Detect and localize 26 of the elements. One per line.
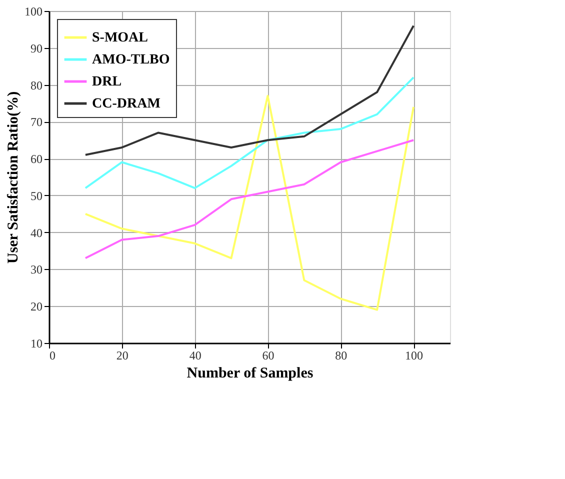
- y-tick-label: 80: [30, 78, 42, 92]
- x-tick-label: 100: [405, 348, 424, 362]
- x-tick-label: 60: [262, 348, 274, 362]
- x-tick-label: 20: [116, 348, 128, 362]
- y-tick-label: 60: [30, 152, 42, 166]
- y-axis-title: User Satisfaction Ratio(%): [6, 91, 22, 264]
- legend-label: CC-DRAM: [92, 96, 160, 112]
- x-tick-label: 0: [50, 348, 56, 362]
- legend-label: S-MOAL: [92, 30, 148, 46]
- y-tick-label: 70: [30, 115, 42, 130]
- y-tick-label: 50: [30, 188, 42, 203]
- y-tick-label: 10: [30, 336, 42, 350]
- x-tick-label: 80: [335, 348, 348, 362]
- y-tick-label: 30: [30, 262, 42, 277]
- y-tick-label: 40: [30, 226, 42, 240]
- y-tick-label: 20: [30, 300, 42, 314]
- line-series: [84, 139, 415, 260]
- x-tick-label: 40: [189, 348, 202, 362]
- line-series: [84, 24, 415, 156]
- y-tick-label: 90: [30, 41, 42, 56]
- legend-label: AMO-TLBO: [92, 52, 170, 68]
- line-series: [84, 76, 415, 190]
- line-series: [84, 94, 415, 311]
- legend-label: DRL: [92, 74, 122, 90]
- x-axis-title: Number of Samples: [186, 366, 314, 382]
- y-tick-label: 100: [24, 4, 42, 18]
